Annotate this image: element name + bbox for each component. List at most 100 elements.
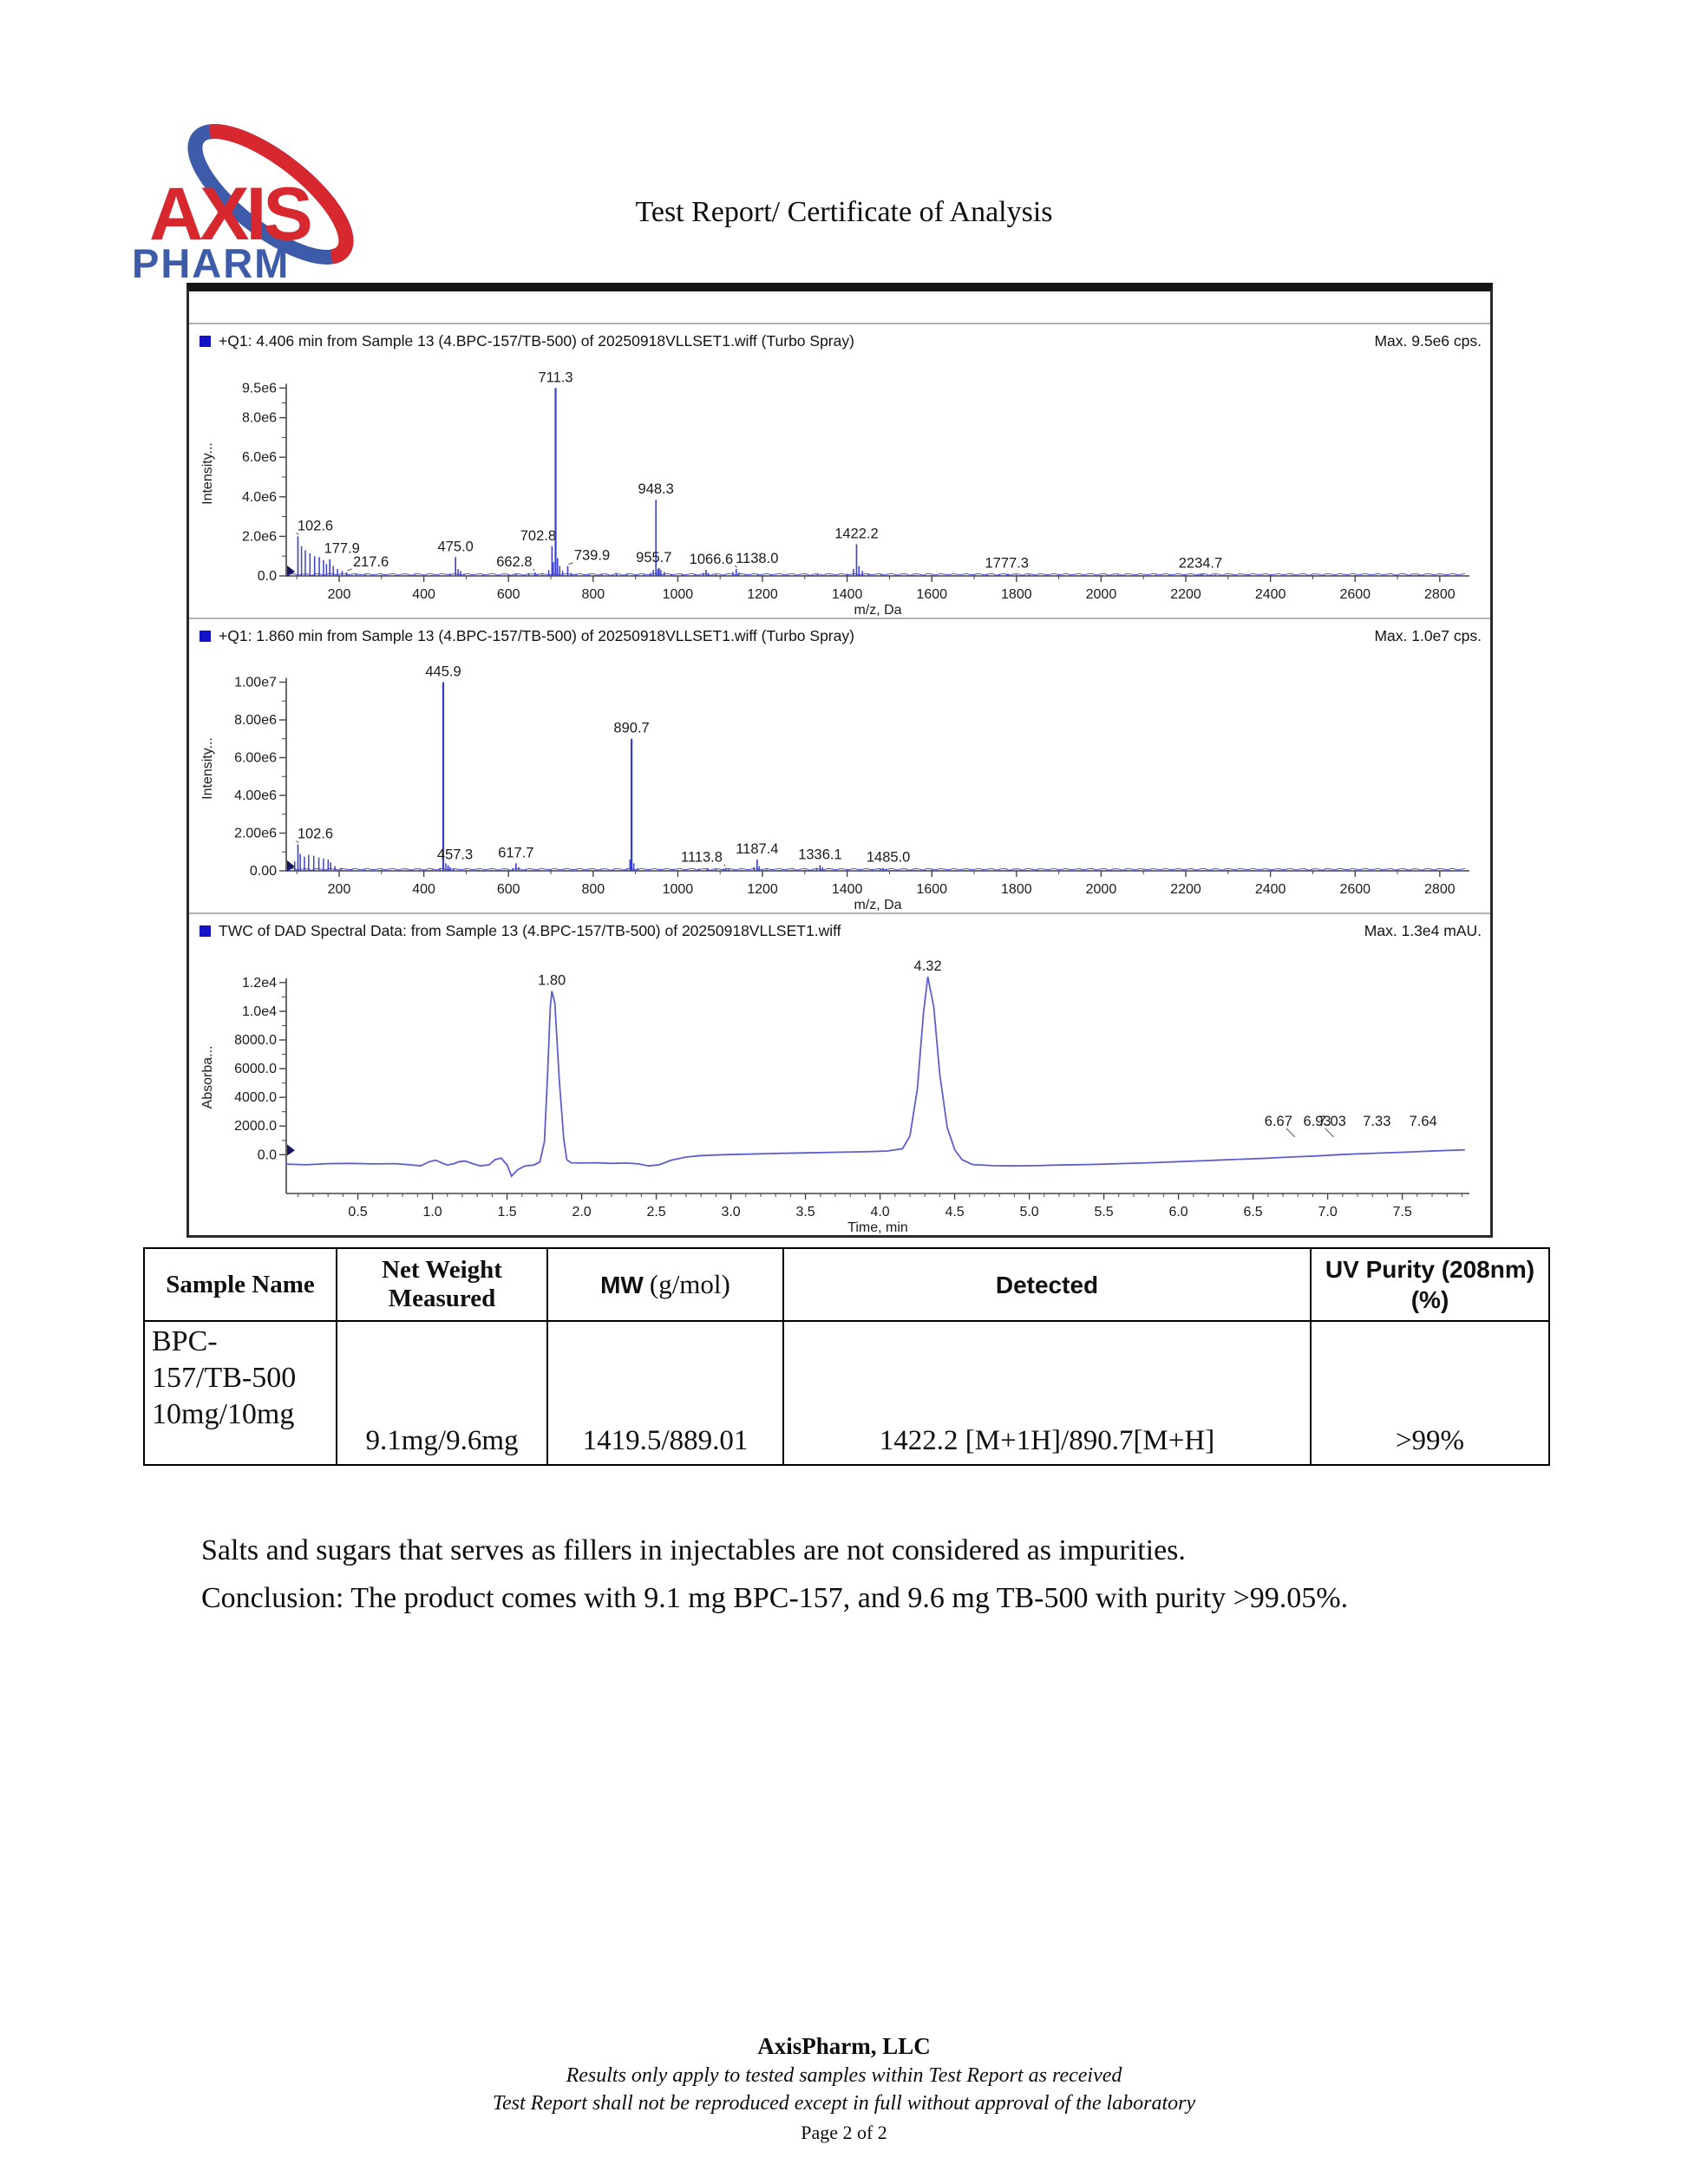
spectrum-bullet-icon	[200, 630, 211, 642]
footer-page-number: Page 2 of 2	[801, 2122, 887, 2143]
svg-text:2800: 2800	[1424, 587, 1456, 602]
peak-label: 102.6	[298, 518, 333, 533]
footer-disclaimer-1: Results only apply to tested samples wit…	[566, 2064, 1122, 2087]
peak-label: 955.7	[636, 550, 671, 566]
mw-label: MW	[600, 1272, 644, 1298]
footer-company: AxisPharm, LLC	[757, 2033, 931, 2059]
svg-text:1000: 1000	[663, 882, 694, 897]
svg-text:Intensity...: Intensity...	[200, 737, 215, 800]
svg-text:4000.0: 4000.0	[234, 1090, 277, 1105]
svg-text:1.5: 1.5	[497, 1205, 516, 1220]
svg-text:5.5: 5.5	[1094, 1205, 1113, 1220]
svg-text:1.0: 1.0	[422, 1205, 442, 1220]
mass-spectrum-2-plot: 0.00 2.00e6 4.00e6 6.00e6 8.00e6 1.00e7 200 400…	[200, 664, 1469, 912]
svg-text:800: 800	[581, 587, 605, 602]
svg-text:2200: 2200	[1170, 587, 1201, 602]
svg-text:1800: 1800	[1001, 882, 1032, 897]
note-fillers: Salts and sugars that serves as fillers …	[201, 1534, 1186, 1566]
svg-text:2.0: 2.0	[572, 1205, 591, 1220]
spectrum-2-title: +Q1: 1.860 min from Sample 13 (4.BPC-157…	[219, 626, 854, 644]
notes-block: Salts and sugars that serves as fillers …	[201, 1527, 1348, 1622]
peak-label: 739.9	[574, 548, 610, 564]
svg-text:3.5: 3.5	[795, 1205, 815, 1220]
spectrum-2-max-label: Max. 1.0e7 cps.	[1374, 626, 1482, 644]
svg-text:8.0e6: 8.0e6	[242, 411, 277, 426]
svg-text:2.00e6: 2.00e6	[234, 826, 277, 840]
peak-label: 711.3	[538, 369, 572, 385]
svg-text:1400: 1400	[832, 882, 863, 897]
chromatography-report-block: +Q1: 4.406 min from Sample 13 (4.BPC-157…	[186, 283, 1493, 1238]
footer-disclaimer-2: Test Report shall not be reproduced exce…	[492, 2092, 1196, 2115]
axispharm-logo: AXIS PHARM	[132, 124, 354, 281]
peak-label: 1777.3	[985, 556, 1029, 572]
svg-text:0.5: 0.5	[348, 1205, 367, 1220]
svg-text:0.00: 0.00	[250, 864, 277, 879]
peak-label: 7.64	[1410, 1114, 1437, 1129]
col-header-sample-name: Sample Name	[143, 1247, 337, 1322]
svg-text:2000.0: 2000.0	[234, 1119, 277, 1134]
svg-text:4.00e6: 4.00e6	[234, 788, 277, 803]
svg-text:Intensity...: Intensity...	[200, 442, 215, 505]
svg-text:200: 200	[328, 587, 351, 602]
svg-text:2600: 2600	[1339, 587, 1371, 602]
svg-text:2000: 2000	[1086, 882, 1117, 897]
twc-chromatogram-plot: 0.0 2000.0 4000.0 6000.0 8000.0 1.0e4 1.2e4 0.5…	[200, 958, 1469, 1235]
peak-label: 948.3	[638, 481, 674, 497]
spectrum-1-title: +Q1: 4.406 min from Sample 13 (4.BPC-157…	[219, 331, 854, 350]
svg-text:1.2e4: 1.2e4	[242, 976, 277, 991]
svg-text:3.0: 3.0	[721, 1205, 740, 1220]
svg-text:6.0: 6.0	[1168, 1205, 1187, 1220]
twc-panel-header: TWC of DAD Spectral Data: from Sample 13…	[189, 912, 1490, 947]
svg-text:1600: 1600	[916, 882, 947, 897]
peak-label: 1.80	[538, 973, 566, 989]
peak-label: 457.3	[437, 847, 473, 862]
svg-text:1200: 1200	[747, 882, 778, 897]
peak-label: 2234.7	[1179, 556, 1222, 572]
note-conclusion: Conclusion: The product comes with 9.1 m…	[201, 1582, 1349, 1615]
sample-name-line: BPC-	[152, 1325, 218, 1357]
svg-text:1000: 1000	[663, 587, 694, 602]
table-row: BPC- 157/TB-500 10mg/10mg 9.1mg/9.6mg 14…	[143, 1320, 1550, 1466]
svg-text:4.0: 4.0	[870, 1205, 889, 1220]
svg-text:1800: 1800	[1001, 587, 1032, 602]
cell-detected: 1422.2 [M+1H]/890.7[M+H]	[782, 1320, 1312, 1466]
cell-net-weight: 9.1mg/9.6mg	[336, 1320, 548, 1466]
peak-label: 6.67	[1265, 1114, 1292, 1129]
svg-text:400: 400	[412, 882, 435, 897]
col-header-uv-purity: UV Purity (208nm) (%)	[1310, 1247, 1550, 1322]
svg-text:2.5: 2.5	[646, 1205, 665, 1220]
svg-text:600: 600	[497, 882, 520, 897]
svg-text:8000.0: 8000.0	[234, 1033, 277, 1048]
peak-label: 1187.4	[736, 841, 778, 857]
svg-text:7.0: 7.0	[1318, 1205, 1337, 1220]
svg-text:400: 400	[412, 587, 435, 602]
cell-sample-name: BPC- 157/TB-500 10mg/10mg	[143, 1320, 337, 1466]
svg-text:6000.0: 6000.0	[234, 1062, 277, 1076]
cell-mw: 1419.5/889.01	[546, 1320, 784, 1466]
peak-label: 662.8	[496, 554, 532, 570]
svg-text:1400: 1400	[832, 587, 863, 602]
peak-label: 217.6	[353, 554, 389, 570]
svg-text:6.5: 6.5	[1243, 1205, 1262, 1220]
ms-panel-1-header: +Q1: 4.406 min from Sample 13 (4.BPC-157…	[189, 323, 1490, 357]
svg-text:Time, min: Time, min	[847, 1220, 908, 1235]
peak-label: 1485.0	[867, 850, 910, 866]
svg-text:2000: 2000	[1086, 587, 1117, 602]
col-header-detected: Detected	[782, 1247, 1312, 1322]
twc-max-label: Max. 1.3e4 mAU.	[1364, 921, 1482, 939]
svg-text:m/z, Da: m/z, Da	[854, 898, 901, 912]
svg-text:800: 800	[581, 882, 605, 897]
svg-text:2400: 2400	[1255, 882, 1286, 897]
page-title: Test Report/ Certificate of Analysis	[635, 196, 1053, 228]
page-footer: AxisPharm, LLC Results only apply to tes…	[0, 2033, 1688, 2144]
svg-text:5.0: 5.0	[1019, 1205, 1038, 1220]
peak-label: 1066.6	[690, 552, 733, 567]
peak-label: 4.32	[914, 958, 942, 974]
spectrum-bullet-icon	[200, 925, 211, 937]
svg-text:0.0: 0.0	[258, 569, 277, 584]
peak-label: 6.93	[1303, 1114, 1331, 1129]
logo-swoosh-red	[208, 124, 354, 265]
peak-label: 7.03	[1318, 1114, 1346, 1129]
sample-name-line: 10mg/10mg	[152, 1398, 295, 1431]
